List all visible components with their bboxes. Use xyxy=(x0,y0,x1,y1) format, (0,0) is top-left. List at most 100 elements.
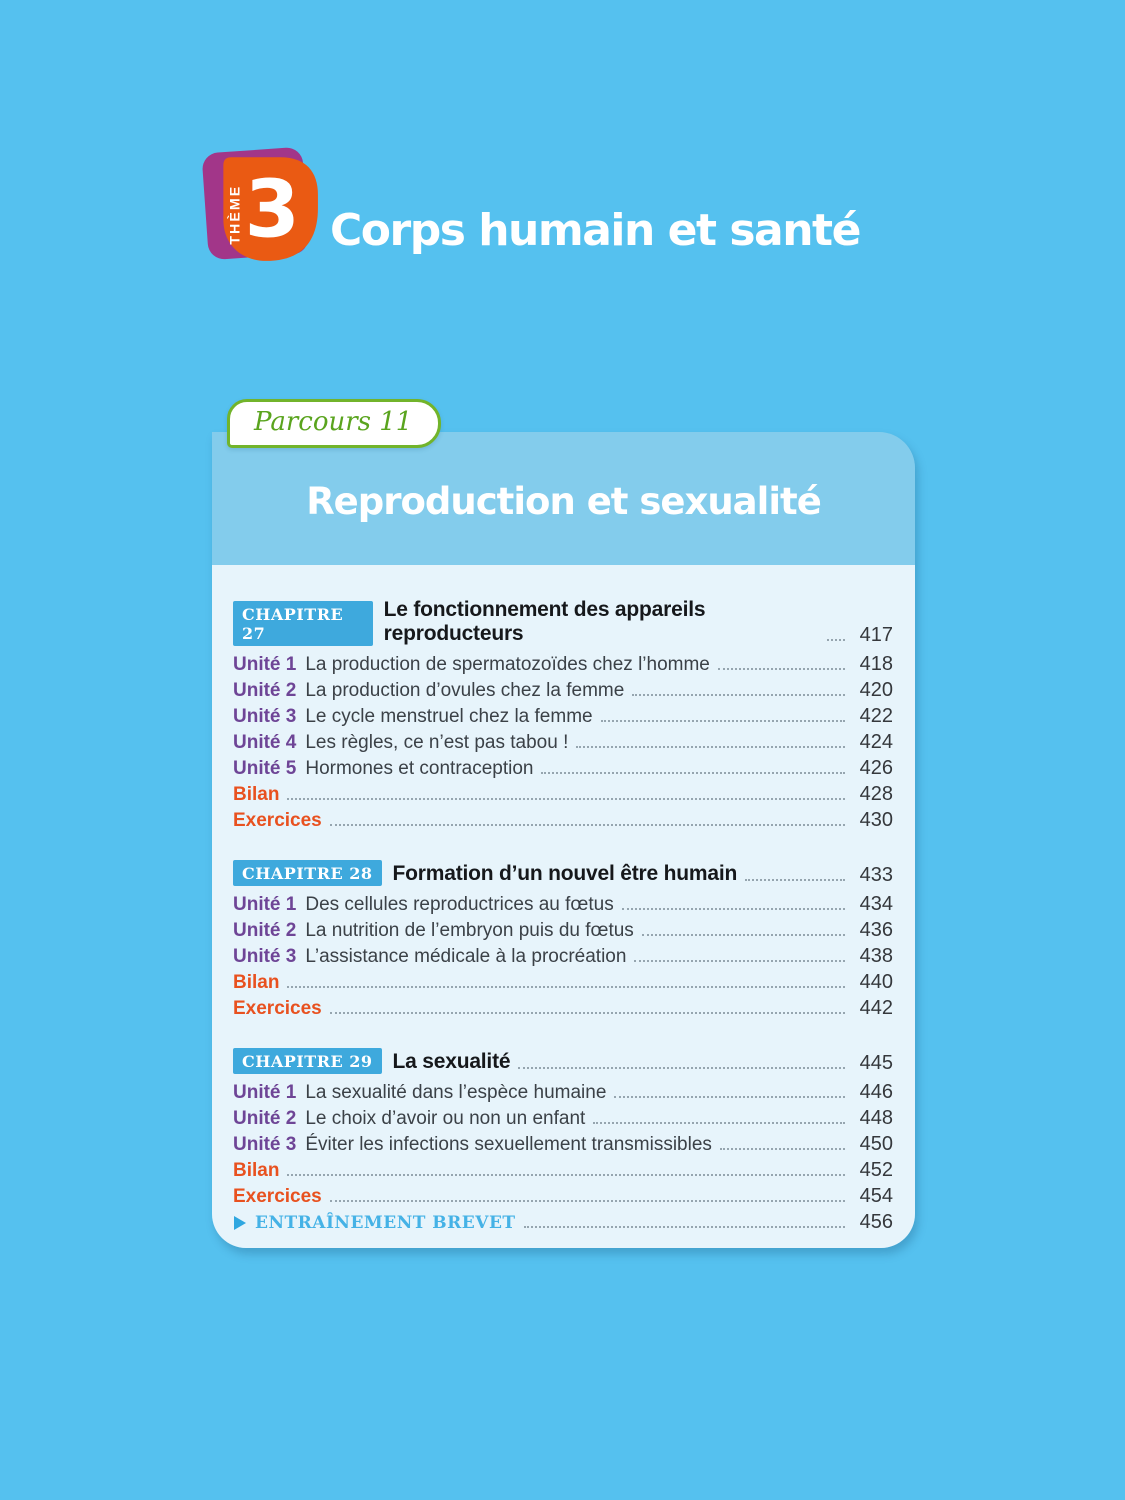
unit-label: Unité 4 xyxy=(233,732,297,753)
toc-bilan-row: Bilan 452 xyxy=(233,1159,893,1182)
toc-unit-row: Unité 1 La production de spermatozoïdes … xyxy=(233,654,893,676)
dotted-leader xyxy=(329,824,845,826)
toc-exercices-row: Exercices 454 xyxy=(233,1185,893,1208)
unit-title: La production d’ovules chez la femme xyxy=(305,680,625,701)
dotted-leader xyxy=(621,908,845,910)
page-number: 446 xyxy=(859,1081,893,1103)
brevet-label: ENTRAÎNEMENT BREVET xyxy=(255,1213,516,1233)
toc-card: Reproduction et sexualité CHAPITRE 27 Le… xyxy=(212,432,915,1248)
theme-number: 3 xyxy=(245,163,300,256)
page-number: 417 xyxy=(859,624,893,646)
unit-label: Unité 1 xyxy=(233,1082,297,1103)
dotted-leader xyxy=(827,639,845,641)
toc-brevet-row: ENTRAÎNEMENT BREVET 456 xyxy=(233,1212,893,1233)
bilan-label: Bilan xyxy=(233,784,280,805)
unit-title: Les règles, ce n’est pas tabou ! xyxy=(305,732,569,753)
dotted-leader xyxy=(287,798,845,800)
unit-label: Unité 2 xyxy=(233,920,297,941)
unit-title: La nutrition de l’embryon puis du fœtus xyxy=(305,920,634,941)
unit-label: Unité 3 xyxy=(233,1134,297,1155)
unit-title: Des cellules reproductrices au fœtus xyxy=(305,894,614,915)
page-number: 440 xyxy=(859,971,893,993)
unit-label: Unité 2 xyxy=(233,680,297,701)
page-number: 436 xyxy=(859,919,893,941)
chapter-title: La sexualité xyxy=(392,1050,511,1073)
dotted-leader xyxy=(641,934,845,936)
dotted-leader xyxy=(518,1067,845,1069)
toc-unit-row: Unité 4 Les règles, ce n’est pas tabou !… xyxy=(233,731,893,754)
page-number: 456 xyxy=(859,1211,893,1233)
chapter-badge: CHAPITRE 27 xyxy=(233,601,373,646)
unit-title: Éviter les infections sexuellement trans… xyxy=(305,1134,712,1155)
page-number: 420 xyxy=(859,679,893,701)
unit-label: Unité 1 xyxy=(233,654,297,675)
unit-label: Unité 2 xyxy=(233,1108,297,1129)
toc-exercices-row: Exercices 430 xyxy=(233,809,893,832)
unit-title: Le choix d’avoir ou non un enfant xyxy=(305,1108,586,1129)
unit-label: Unité 3 xyxy=(233,946,297,967)
page-title: Corps humain et santé xyxy=(330,205,861,256)
chapter-title: Le fonctionnement des appareils reproduc… xyxy=(383,598,706,645)
toc-card-header: Reproduction et sexualité xyxy=(212,432,915,565)
parcours-tab: Parcours 11 xyxy=(227,399,442,448)
toc-unit-row: Unité 3 Éviter les infections sexuelleme… xyxy=(233,1133,893,1156)
page-number: 448 xyxy=(859,1107,893,1129)
play-triangle-icon xyxy=(234,1216,246,1230)
toc-unit-row: Unité 2 La production d’ovules chez la f… xyxy=(233,679,893,702)
page-number: 424 xyxy=(859,731,893,753)
theme-badge: THÈME 3 xyxy=(202,145,322,265)
unit-label: Unité 3 xyxy=(233,706,297,727)
toc-section-chapitre-27: CHAPITRE 27 Le fonctionnement des appare… xyxy=(233,598,893,831)
toc-unit-row: Unité 3 L’assistance médicale à la procr… xyxy=(233,946,893,968)
page-number: 452 xyxy=(859,1159,893,1181)
bilan-label: Bilan xyxy=(233,1160,280,1181)
dotted-leader xyxy=(593,1122,845,1124)
page-number: 442 xyxy=(859,997,893,1019)
exercices-label: Exercices xyxy=(233,1186,322,1207)
unit-title: La production de spermatozoïdes chez l’h… xyxy=(305,654,710,675)
page-number: 430 xyxy=(859,809,893,831)
page-number: 454 xyxy=(859,1185,893,1207)
dotted-leader xyxy=(632,694,845,696)
dotted-leader xyxy=(719,1148,845,1150)
dotted-leader xyxy=(614,1096,845,1098)
unit-label: Unité 1 xyxy=(233,894,297,915)
dotted-leader xyxy=(287,1174,845,1176)
toc-unit-row: Unité 1 La sexualité dans l’espèce humai… xyxy=(233,1081,893,1104)
page-number: 445 xyxy=(859,1052,893,1074)
dotted-leader xyxy=(634,960,845,962)
page-number: 434 xyxy=(859,893,893,915)
toc-chapter-row: CHAPITRE 29 La sexualité 445 xyxy=(233,1048,893,1074)
page-number: 428 xyxy=(859,783,893,805)
toc-section-chapitre-29: CHAPITRE 29 La sexualité 445 Unité 1 La … xyxy=(233,1048,893,1233)
toc-unit-row: Unité 2 La nutrition de l’embryon puis d… xyxy=(233,919,893,942)
unit-title: La sexualité dans l’espèce humaine xyxy=(305,1082,607,1103)
page-number: 433 xyxy=(859,864,893,886)
unit-title: Le cycle menstruel chez la femme xyxy=(305,706,593,727)
page-number: 450 xyxy=(859,1133,893,1155)
toc-exercices-row: Exercices 442 xyxy=(233,997,893,1020)
toc-chapter-row: CHAPITRE 27 Le fonctionnement des appare… xyxy=(233,598,893,646)
bilan-label: Bilan xyxy=(233,972,280,993)
dotted-leader xyxy=(287,986,845,988)
dotted-leader xyxy=(600,720,845,722)
dotted-leader xyxy=(576,746,845,748)
page-number: 426 xyxy=(859,757,893,779)
dotted-leader xyxy=(329,1012,845,1014)
dotted-leader xyxy=(541,772,845,774)
exercices-label: Exercices xyxy=(233,810,322,831)
exercices-label: Exercices xyxy=(233,998,322,1019)
dotted-leader xyxy=(717,668,845,670)
unit-label: Unité 5 xyxy=(233,758,297,779)
chapter-badge: CHAPITRE 28 xyxy=(233,860,382,886)
chapter-title: Formation d’un nouvel être humain xyxy=(392,862,738,885)
theme-label: THÈME xyxy=(227,185,244,245)
toc-card-title: Reproduction et sexualité xyxy=(306,480,822,523)
toc-unit-row: Unité 5 Hormones et contraception 426 xyxy=(233,757,893,780)
toc-unit-row: Unité 2 Le choix d’avoir ou non un enfan… xyxy=(233,1107,893,1130)
unit-title: L’assistance médicale à la procréation xyxy=(305,946,627,967)
toc-unit-row: Unité 1 Des cellules reproductrices au f… xyxy=(233,893,893,916)
toc-card-body: CHAPITRE 27 Le fonctionnement des appare… xyxy=(212,565,915,1248)
chapter-badge: CHAPITRE 29 xyxy=(233,1048,382,1074)
